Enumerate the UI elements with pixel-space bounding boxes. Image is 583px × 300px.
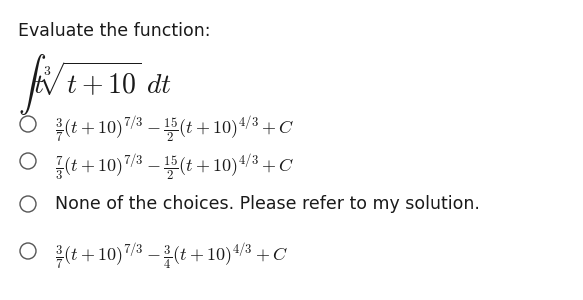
Text: None of the choices. Please refer to my solution.: None of the choices. Please refer to my …	[55, 195, 480, 213]
Text: $\frac{3}{7}(t+10)^{7/3} - \frac{15}{2}(t+10)^{4/3} + C$: $\frac{3}{7}(t+10)^{7/3} - \frac{15}{2}(…	[55, 115, 294, 146]
Text: $\int t\sqrt[3]{t+10}\; dt$: $\int t\sqrt[3]{t+10}\; dt$	[18, 52, 171, 117]
Text: Evaluate the function:: Evaluate the function:	[18, 22, 210, 40]
Text: $\frac{3}{7}(t+10)^{7/3} - \frac{3}{4}(t+10)^{4/3} + C$: $\frac{3}{7}(t+10)^{7/3} - \frac{3}{4}(t…	[55, 242, 289, 273]
Text: $\frac{7}{3}(t+10)^{7/3} - \frac{15}{2}(t+10)^{4/3} + C$: $\frac{7}{3}(t+10)^{7/3} - \frac{15}{2}(…	[55, 152, 294, 183]
